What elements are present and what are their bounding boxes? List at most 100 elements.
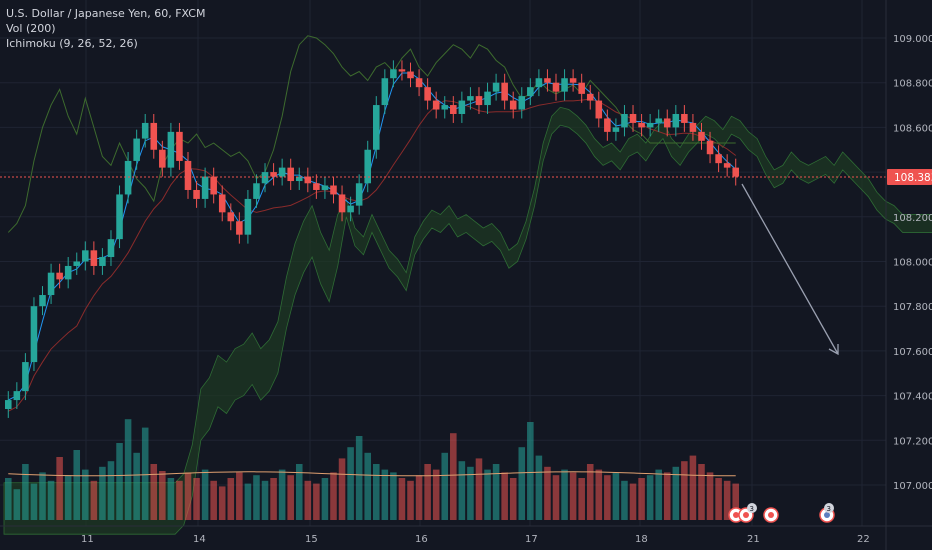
candle-body <box>13 391 21 401</box>
candle[interactable] <box>723 154 731 177</box>
candle[interactable] <box>612 118 620 141</box>
candle[interactable] <box>116 185 123 249</box>
symbol-title[interactable]: U.S. Dollar / Japanese Yen, 60, FXCM <box>6 7 206 20</box>
candle[interactable] <box>475 87 483 114</box>
candle[interactable] <box>569 69 577 92</box>
candle[interactable] <box>706 131 714 164</box>
candle[interactable] <box>227 203 235 231</box>
candle-body <box>73 261 81 266</box>
candle[interactable] <box>424 78 431 110</box>
candle[interactable] <box>253 174 260 208</box>
candle[interactable] <box>244 189 252 244</box>
candle[interactable] <box>218 185 226 222</box>
candle[interactable] <box>681 105 688 132</box>
candle[interactable] <box>82 241 89 271</box>
candle[interactable] <box>544 69 551 92</box>
time-axis[interactable]: 11 14 15 16 17 18 21 22 <box>81 534 870 545</box>
candle[interactable] <box>672 105 680 137</box>
candle[interactable] <box>561 69 568 101</box>
economic-event-flag-icon[interactable] <box>819 507 835 523</box>
candle[interactable] <box>629 105 637 132</box>
candle[interactable] <box>90 241 98 275</box>
candle[interactable] <box>295 167 303 190</box>
candle[interactable] <box>407 62 414 88</box>
candle[interactable] <box>347 196 354 222</box>
candle[interactable] <box>193 181 200 208</box>
candle[interactable] <box>364 140 371 193</box>
candle[interactable] <box>287 158 294 190</box>
candle[interactable] <box>509 91 517 119</box>
candle-body <box>646 122 654 128</box>
candle[interactable] <box>450 96 457 123</box>
candle[interactable] <box>621 105 628 137</box>
candle[interactable] <box>321 176 329 199</box>
candle-body <box>82 250 89 262</box>
candle[interactable] <box>398 60 406 81</box>
candle[interactable] <box>39 286 46 316</box>
candle[interactable] <box>261 163 269 193</box>
candle[interactable] <box>501 73 508 110</box>
candle[interactable] <box>552 73 560 101</box>
candle[interactable] <box>201 167 209 208</box>
candle[interactable] <box>604 109 611 141</box>
candle[interactable] <box>355 174 363 215</box>
candle[interactable] <box>415 69 423 97</box>
candle[interactable] <box>133 129 140 170</box>
candle[interactable] <box>47 263 55 304</box>
candle[interactable] <box>5 391 12 418</box>
candle[interactable] <box>578 73 585 103</box>
candle[interactable] <box>467 87 474 110</box>
candle[interactable] <box>646 113 654 137</box>
candle[interactable] <box>99 248 106 275</box>
candle[interactable] <box>527 78 534 106</box>
candle[interactable] <box>595 91 603 128</box>
candle[interactable] <box>73 252 81 275</box>
ichimoku-indicator-label[interactable]: Ichimoku (9, 26, 52, 26) <box>6 37 138 50</box>
candle[interactable] <box>638 113 645 137</box>
candle[interactable] <box>56 263 63 289</box>
candle[interactable] <box>184 151 192 199</box>
candle[interactable] <box>167 122 175 177</box>
candle[interactable] <box>236 212 243 244</box>
candle[interactable] <box>663 109 671 137</box>
candle[interactable] <box>210 167 217 204</box>
candle[interactable] <box>373 96 380 159</box>
candle[interactable] <box>689 113 697 141</box>
candle[interactable] <box>484 82 491 114</box>
candle-body <box>22 362 29 392</box>
candle[interactable] <box>124 151 132 204</box>
candle[interactable] <box>107 230 115 266</box>
volume-indicator-label[interactable]: Vol (200) <box>6 22 56 35</box>
candle[interactable] <box>30 297 38 372</box>
candle[interactable] <box>313 174 320 199</box>
earnings-event-icon[interactable] <box>763 507 779 523</box>
candle[interactable] <box>390 60 397 88</box>
candle[interactable] <box>715 145 722 173</box>
candle[interactable] <box>330 176 337 204</box>
candle[interactable] <box>150 113 158 159</box>
candle[interactable] <box>732 158 739 186</box>
candle[interactable] <box>338 185 346 222</box>
candlesticks[interactable] <box>5 60 739 418</box>
candle[interactable] <box>278 158 286 186</box>
candle[interactable] <box>535 69 543 97</box>
candle[interactable] <box>22 353 29 401</box>
candle[interactable] <box>432 91 440 119</box>
candle[interactable] <box>586 84 594 110</box>
candle[interactable] <box>492 73 500 101</box>
candle[interactable] <box>458 91 466 123</box>
candle[interactable] <box>159 140 166 177</box>
candle[interactable] <box>518 87 526 119</box>
candle[interactable] <box>270 163 277 186</box>
candle[interactable] <box>64 257 72 289</box>
candle[interactable] <box>655 109 662 132</box>
candle[interactable] <box>141 113 149 148</box>
candle[interactable] <box>698 122 705 150</box>
candle[interactable] <box>176 122 183 170</box>
candle[interactable] <box>381 69 389 114</box>
candle[interactable] <box>441 96 449 119</box>
candle[interactable] <box>304 167 312 193</box>
candle[interactable] <box>13 382 21 410</box>
